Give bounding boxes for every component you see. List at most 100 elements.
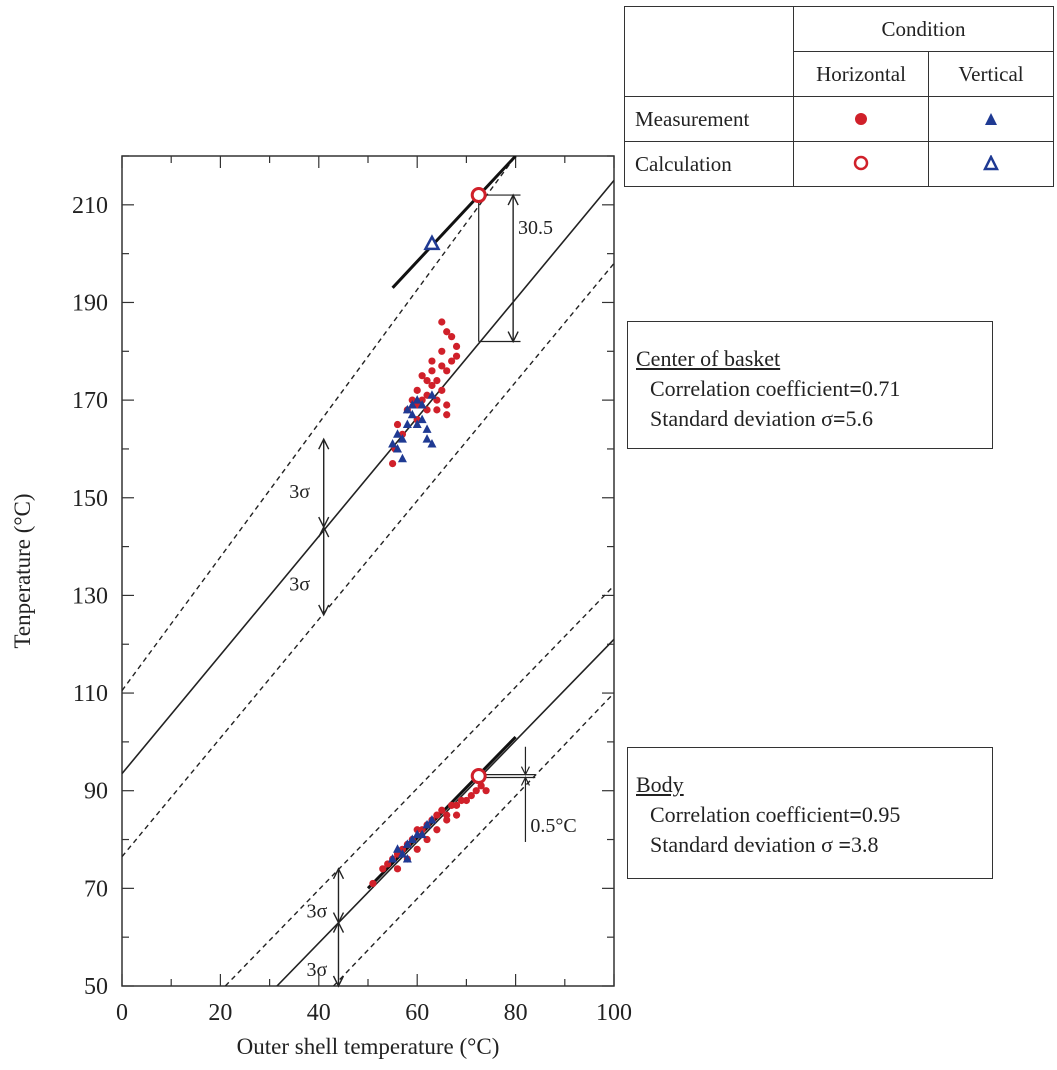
data-point-calculation-horizontal <box>470 187 487 204</box>
data-point-measurement-vertical <box>427 439 437 448</box>
data-point-measurement-horizontal <box>389 459 397 468</box>
sigma-band-line-body <box>224 585 614 986</box>
sigma-arrow-upper-1-tail <box>318 437 330 450</box>
data-point-measurement-horizontal <box>433 826 441 834</box>
data-point-measurement-horizontal <box>438 362 446 370</box>
sigma-label-lower-2: 3σ <box>307 959 328 981</box>
data-point-measurement-vertical <box>393 429 403 438</box>
y-tick-label: 50 <box>84 974 108 1000</box>
data-point-measurement-vertical <box>422 434 432 443</box>
body-stats-box: Body Correlation coefficient=0.95 Standa… <box>627 747 993 879</box>
data-point-measurement-vertical <box>393 844 403 853</box>
data-point-measurement-vertical <box>427 390 437 399</box>
hollow-triangle-icon <box>982 153 1000 170</box>
regression-line-basket <box>122 179 614 775</box>
data-point-measurement-vertical <box>427 815 437 824</box>
data-point-calculation-vertical <box>423 234 441 251</box>
data-point-measurement-horizontal <box>433 811 441 819</box>
data-point-measurement-horizontal <box>393 420 402 429</box>
data-point-measurement-horizontal <box>443 816 451 824</box>
y-tick-label: 70 <box>84 876 108 902</box>
data-point-measurement-vertical <box>422 819 432 829</box>
sigma-band-line-basket <box>122 156 517 692</box>
sigma-arrow-lower-2-tail <box>332 920 345 933</box>
data-point-measurement-vertical <box>388 854 398 863</box>
data-point-measurement-horizontal <box>428 357 436 365</box>
sigma-arrow-lower-1-tail <box>332 867 345 880</box>
x-tick-label: 60 <box>405 1000 429 1026</box>
data-point-measurement-vertical <box>402 839 412 848</box>
data-point-measurement-vertical <box>402 404 412 414</box>
data-point-measurement-vertical <box>388 439 398 448</box>
data-point-measurement-vertical <box>422 424 432 433</box>
data-point-measurement-vertical <box>417 414 427 424</box>
data-point-measurement-horizontal <box>418 372 426 380</box>
gap-arrow-head <box>507 331 519 344</box>
data-point-measurement-horizontal <box>467 791 475 800</box>
data-point-measurement-horizontal <box>448 333 456 341</box>
filled-circle-icon <box>855 112 867 125</box>
data-point-measurement-vertical <box>412 395 422 404</box>
sigma-arrow-lower-2-head <box>332 975 345 988</box>
equals-sign: = <box>849 802 862 827</box>
gap-label: 30.5 <box>518 217 553 239</box>
data-point-measurement-horizontal <box>462 796 470 805</box>
annotations: 30.5 3σ 3σ 3σ 3σ 0.5°C <box>289 193 577 988</box>
data-point-measurement-horizontal <box>438 347 446 355</box>
axis-labels: 0 20 40 60 80 100 50 70 90 110 130 150 170 190 210 Oute… <box>10 193 632 1059</box>
offset-arrow-down-head <box>520 766 530 776</box>
x-tick-label: 20 <box>208 1000 232 1026</box>
data-point-measurement-vertical <box>407 834 417 844</box>
data-point-measurement-horizontal <box>452 801 461 809</box>
sigma-arrow-upper-2-head <box>318 604 330 617</box>
data-point-measurement-horizontal <box>428 381 436 390</box>
x-tick-label: 100 <box>596 1000 632 1026</box>
data-point-measurement-horizontal <box>433 406 441 414</box>
basket-stddev: Standard deviation σ=5.6 <box>636 404 992 434</box>
data-point-measurement-vertical <box>412 419 422 429</box>
legend-marker-measurement-horizontal <box>793 96 929 142</box>
data-point-measurement-horizontal <box>433 376 441 385</box>
axis-ticks <box>121 155 615 987</box>
plot-area <box>121 155 615 987</box>
basket-correlation: Correlation coefficient=0.71 <box>636 374 992 404</box>
data-point-measurement-horizontal <box>452 342 461 351</box>
equals-sign: = <box>838 832 851 857</box>
x-tick-label: 40 <box>307 1000 331 1026</box>
body-stddev: Standard deviation σ =3.8 <box>636 830 992 860</box>
sigma-band-line-basket <box>122 262 614 858</box>
data-point-measurement-horizontal <box>443 328 451 336</box>
y-tick-label: 130 <box>72 583 108 609</box>
body-stddev-value: 3.8 <box>850 832 879 857</box>
data-point-measurement-horizontal <box>482 787 490 795</box>
data-point-measurement-horizontal <box>438 318 446 326</box>
x-axis-label: Outer shell temperature (°C) <box>237 1034 500 1059</box>
data-point-measurement-horizontal <box>423 376 431 385</box>
filled-triangle-icon <box>985 112 997 125</box>
calculation-line-basket <box>391 156 517 289</box>
data-point-measurement-horizontal <box>448 357 456 365</box>
data-point-measurement-horizontal <box>413 845 421 853</box>
hollow-circle-icon <box>853 155 869 170</box>
data-point-measurement-vertical <box>397 849 407 858</box>
legend-row-measurement: Measurement <box>624 96 794 142</box>
data-point-measurement-vertical <box>407 400 417 409</box>
data-point-measurement-horizontal <box>452 811 461 819</box>
clipped-lines <box>122 156 614 986</box>
data-point-measurement-vertical <box>402 419 412 429</box>
offset-arrow-up-head <box>520 776 530 786</box>
sigma-label-lower-1: 3σ <box>307 901 328 923</box>
data-point-measurement-vertical <box>393 443 403 453</box>
data-points <box>369 187 490 888</box>
legend-marker-measurement-vertical <box>928 96 1054 142</box>
data-point-calculation-horizontal <box>470 768 487 785</box>
basket-stddev-value: 5.6 <box>845 406 873 431</box>
data-point-measurement-horizontal <box>443 401 451 409</box>
basket-stats-box: Center of basket Correlation coefficient… <box>627 321 993 449</box>
basket-correlation-value: 0.71 <box>861 376 901 401</box>
data-point-measurement-horizontal <box>448 801 456 809</box>
x-tick-label: 0 <box>116 1000 128 1026</box>
y-tick-label: 210 <box>72 193 108 219</box>
data-point-measurement-horizontal <box>443 411 451 419</box>
